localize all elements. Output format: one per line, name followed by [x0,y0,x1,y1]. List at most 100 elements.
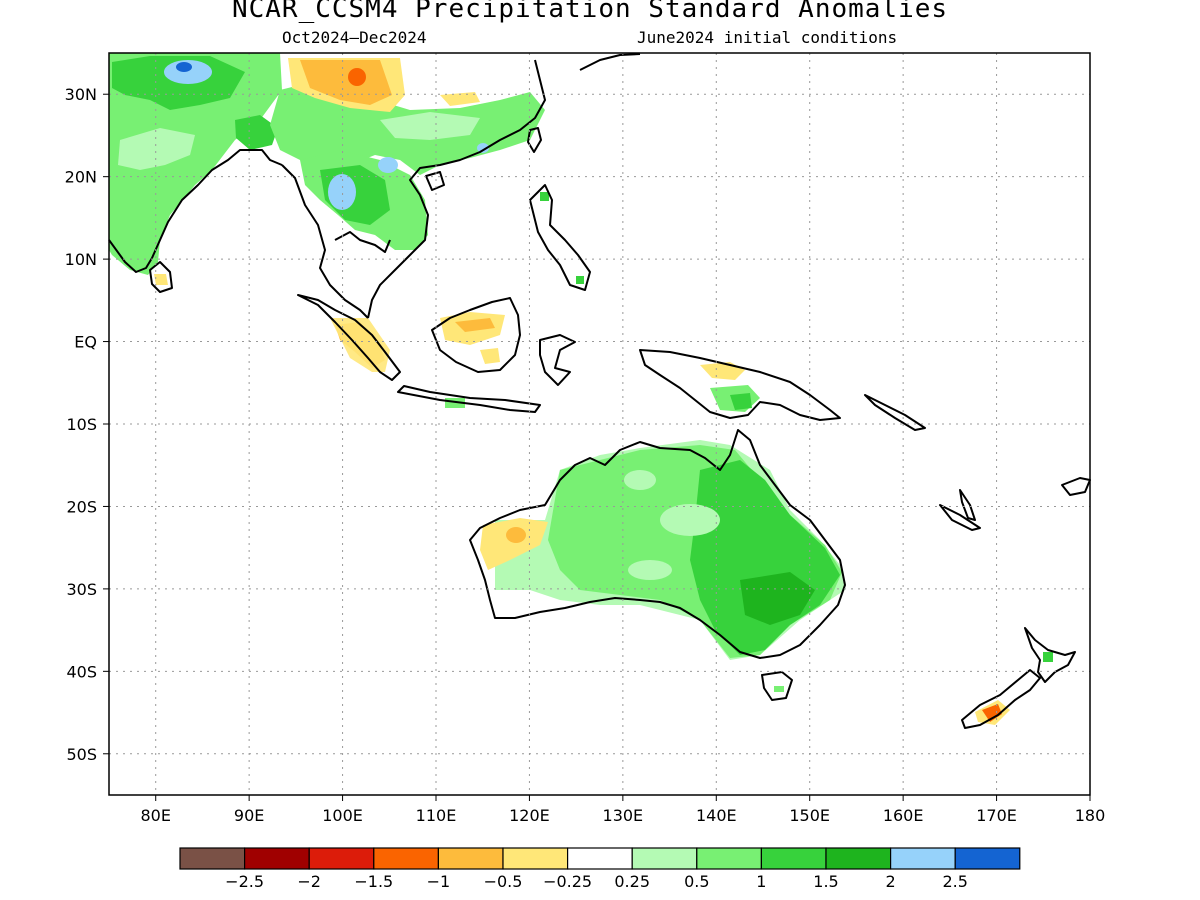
anomaly-region-borneo-south-yellow [480,348,500,364]
anomaly-region-bengal-strong [235,115,278,150]
anomaly-region-tibet-blue [164,60,212,84]
anomaly-region-newguinea-strong [730,393,752,410]
coastline-india [108,149,283,273]
coastline-fiji [1061,477,1091,496]
colorbar-label: −2 [297,872,321,891]
anomaly-region-swa-white [490,590,600,615]
anomaly-region-tasmania-green [774,686,784,692]
anomaly-region-nz-north-green [1043,652,1053,662]
lat-tick-label: 20S [66,497,97,516]
coastline-hainan [425,171,445,191]
anomaly-region-south-asia [109,53,282,275]
colorbar-label: 0.5 [684,872,709,891]
initial-conditions: June2024 initial conditions [637,28,898,47]
lat-tick-label: 10S [66,415,97,434]
colorbar-label: 2.5 [942,872,967,891]
coastline-borneo [431,297,521,373]
chart-title: NCAR_CCSM4 Precipitation Standard Anomal… [231,0,949,24]
anomaly-region-australia-light-patch-3 [624,470,656,490]
lat-tick-label: 50S [66,745,97,764]
lon-tick-label: 130E [603,806,644,825]
anomaly-region-srilanka-yellow [154,274,168,285]
lat-tick-label: 10N [65,250,97,269]
colorbar-label: 0.25 [614,872,650,891]
coastline-solomons [864,394,926,431]
anomaly-region-australia-light-patch-2 [628,560,672,580]
colorbar-swatch [566,847,633,870]
lon-tick-label: 80E [140,806,170,825]
colorbar-label: 1.5 [813,872,838,891]
lon-tick-label: 140E [696,806,737,825]
colorbar-swatch [502,847,569,870]
coastline-nz-north [1024,627,1076,683]
anomaly-region-china-light [380,112,480,140]
longitude-axis: 80E 90E 100E 110E 120E 130E 140E 150E 160E 170E 18… [140,795,1105,825]
coastline-philippines [529,184,591,291]
colorbar-swatch [437,847,504,870]
coastline-tasmania [761,671,793,701]
coastlines [108,53,1091,729]
lon-tick-label: 160E [883,806,924,825]
anomaly-region-australia-light-patch [660,504,720,536]
anomaly-region-philippines-green [540,192,549,201]
lon-tick-label: 150E [789,806,830,825]
anomaly-shading [109,53,1053,725]
colorbar-labels: −2.5 −2 −1.5 −1 −0.5 −0.25 0.25 0.5 1 1.5 2 2.5 [225,872,968,891]
anomaly-region-taiwan-blue [477,143,489,153]
lat-tick-label: EQ [74,333,97,352]
coastline-nz-south [961,669,1041,729]
colorbar-swatch [179,847,246,870]
coastline-sumatra [297,294,401,381]
anomaly-region-australia-strongest [740,572,815,625]
coastline-java [397,385,541,413]
coastline-sri-lanka [149,261,173,293]
colorbar-label: 2 [886,872,896,891]
colorbar-label: −2.5 [225,872,264,891]
coastline-australia [469,429,846,659]
colorbar-swatch [631,847,698,870]
anomaly-region-mindanao-green [576,276,584,284]
colorbar-label: −0.25 [543,872,592,891]
lon-tick-label: 180 [1075,806,1106,825]
coastline-vanuatu [959,489,976,521]
latitude-axis: 30N 20N 10N EQ 10S 20S 30S 40S 50S [65,85,109,764]
anomaly-region-indochina-blue [328,174,356,210]
colorbar-swatch [696,847,762,870]
anomaly-region-wa-orange [506,527,526,543]
anomaly-region-tibet-darkblue [176,62,192,72]
gridlines [109,53,1090,795]
colorbar-swatch [889,847,956,870]
anomaly-region-java-green [445,398,465,408]
lon-tick-label: 110E [416,806,457,825]
colorbar-swatch [954,847,1021,870]
coastline-new-caledonia [939,504,981,531]
colorbar-swatch [373,847,439,870]
anomaly-region-china-yellow-east [440,92,480,106]
coastline-gulf-thailand [334,231,391,253]
coastline-taiwan [527,127,542,153]
anomaly-region-vietnam-blue [378,157,398,173]
lat-tick-label: 40S [66,662,97,681]
coastline-burma-malaya [281,164,369,319]
lon-tick-label: 120E [509,806,550,825]
coastline-indochina [367,59,546,319]
anomaly-region-nz-orange [982,704,1002,722]
colorbar-label: 1 [756,872,766,891]
lon-tick-label: 100E [322,806,363,825]
coastline-sulawesi [539,334,576,386]
colorbar-swatch [760,847,827,870]
lat-tick-label: 20N [65,168,97,187]
anomaly-region-china-peak [348,68,366,86]
forecast-period: Oct2024–Dec2024 [282,28,427,47]
lon-tick-label: 170E [976,806,1017,825]
lat-tick-label: 30N [65,85,97,104]
anomaly-region-south-asia-light [118,128,195,170]
colorbar-label: −0.5 [484,872,523,891]
colorbar-swatch [308,847,375,870]
colorbar-legend [179,847,1021,870]
coastline-japan [579,53,641,71]
colorbar-swatch [244,847,310,870]
coastline-new-guinea [639,349,841,421]
anomaly-region-borneo-orange [455,318,495,332]
